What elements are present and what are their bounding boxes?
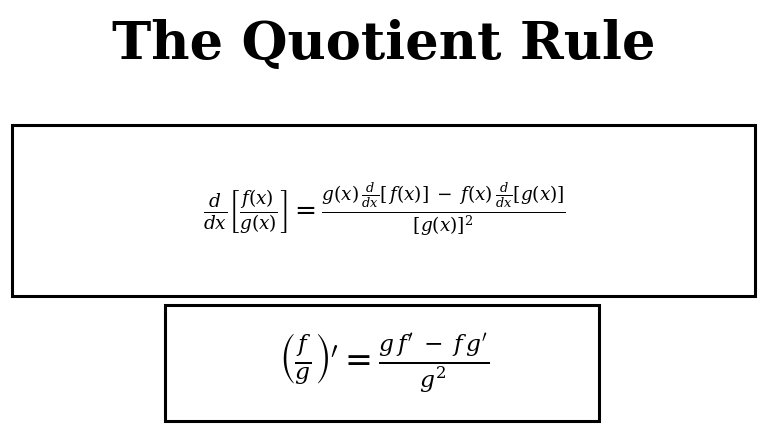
Text: $\frac{d}{dx}\left[\frac{f(x)}{g(x)}\right] = \frac{g(x)\,\frac{d}{dx}\left[\,f(: $\frac{d}{dx}\left[\frac{f(x)}{g(x)}\rig… [203, 180, 565, 239]
Text: $\left(\frac{f}{g}\right)' = \frac{g\,f'\;-\;f\,g'}{g^2}$: $\left(\frac{f}{g}\right)' = \frac{g\,f'… [279, 331, 489, 395]
Text: The Quotient Rule: The Quotient Rule [112, 19, 656, 70]
FancyBboxPatch shape [12, 125, 755, 296]
FancyBboxPatch shape [165, 305, 599, 421]
